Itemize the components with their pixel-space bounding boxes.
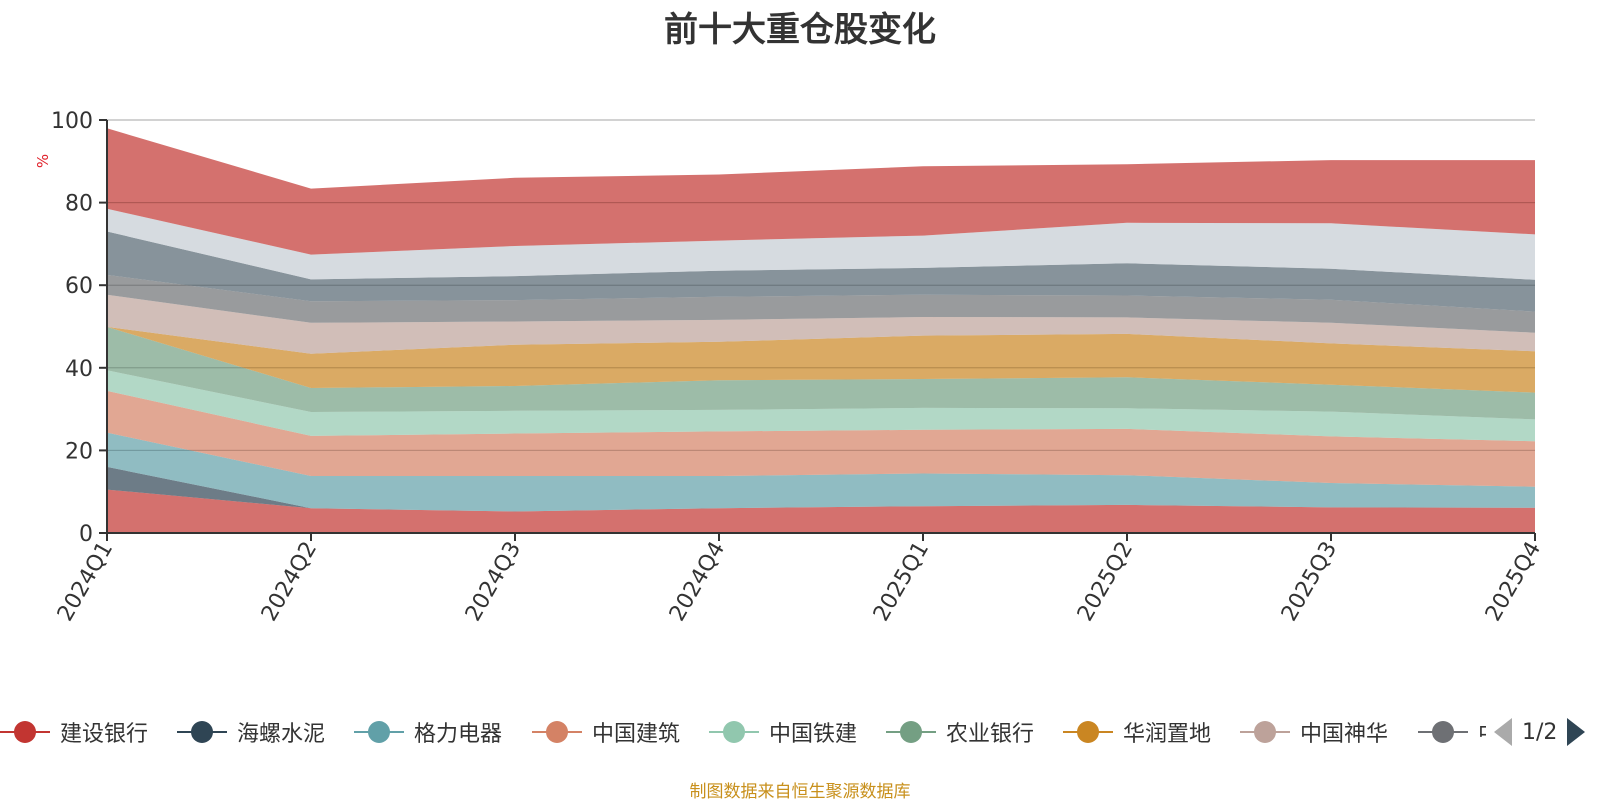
source-footnote: 制图数据来自恒生聚源数据库 bbox=[689, 782, 911, 802]
legend-item[interactable]: 中国建筑 bbox=[532, 712, 680, 752]
area-series-6[interactable] bbox=[107, 326, 1535, 420]
legend-marker-icon bbox=[532, 712, 582, 752]
y-tick-label: 80 bbox=[65, 192, 93, 217]
legend-label: 建设银行 bbox=[60, 722, 149, 747]
area-series-7[interactable] bbox=[107, 326, 1535, 393]
legend-marker-icon bbox=[354, 712, 404, 752]
legend-label: 农业银行 bbox=[946, 722, 1035, 747]
legend-marker-icon bbox=[1240, 712, 1290, 752]
x-tick-label: 2024Q2 bbox=[257, 538, 322, 626]
area-series-4[interactable] bbox=[107, 390, 1535, 487]
x-tick-label: 2025Q3 bbox=[1277, 538, 1342, 626]
x-axis-ticks: 2024Q1 2024Q2 2024Q3 2024Q4 2025Q1 2025Q2 2025… bbox=[53, 533, 1546, 626]
axes bbox=[106, 120, 1535, 534]
legend-label: 中国建筑 bbox=[592, 722, 681, 747]
legend-label: 格力电器 bbox=[414, 722, 503, 747]
legend-item[interactable]: 中国石化 bbox=[1418, 712, 1486, 752]
legend-marker-icon bbox=[709, 712, 759, 752]
area-series-1[interactable] bbox=[107, 489, 1535, 533]
y-axis-unit-label: % bbox=[34, 153, 53, 169]
legend: 建设银行 海螺水泥 格力电器 中国建筑 中国铁建 农业银行 华润置地 中国神华 中国石化 bbox=[0, 712, 1600, 752]
legend-next-page-icon[interactable] bbox=[1567, 718, 1586, 746]
area-series-8[interactable] bbox=[107, 294, 1535, 354]
x-tick-label: 2024Q3 bbox=[461, 538, 526, 626]
x-tick-label: 2025Q1 bbox=[869, 538, 934, 626]
legend-marker-icon bbox=[1418, 712, 1468, 752]
y-tick-label: 0 bbox=[79, 522, 93, 547]
area-series-12[interactable] bbox=[107, 128, 1535, 255]
area-series-11[interactable] bbox=[107, 208, 1535, 280]
legend-marker-icon bbox=[886, 712, 936, 752]
legend-item[interactable]: 农业银行 bbox=[886, 712, 1034, 752]
legend-marker-icon bbox=[1063, 712, 1113, 752]
legend-label: 中国神华 bbox=[1300, 722, 1389, 747]
legend-label: 中国铁建 bbox=[769, 722, 858, 747]
legend-label: 中国石化 bbox=[1478, 716, 1486, 748]
area-series-10[interactable] bbox=[107, 231, 1535, 312]
legend-prev-page-icon[interactable] bbox=[1494, 718, 1512, 746]
legend-item[interactable]: 中国神华 bbox=[1240, 712, 1388, 752]
x-tick-label: 2025Q2 bbox=[1073, 538, 1138, 626]
x-tick-label: 2024Q1 bbox=[53, 538, 118, 626]
legend-marker-icon bbox=[0, 712, 50, 752]
x-tick-label: 2025Q4 bbox=[1481, 538, 1546, 626]
legend-label: 华润置地 bbox=[1123, 722, 1212, 747]
stacked-areas bbox=[107, 119, 1535, 533]
y-tick-label: 100 bbox=[51, 109, 93, 134]
legend-pager: 1/2 bbox=[1494, 712, 1586, 752]
area-series-3[interactable] bbox=[107, 432, 1535, 512]
area-series-5[interactable] bbox=[107, 370, 1535, 442]
y-tick-label: 60 bbox=[65, 274, 93, 299]
y-tick-label: 20 bbox=[65, 439, 93, 464]
legend-item[interactable]: 华润置地 bbox=[1063, 712, 1211, 752]
legend-item[interactable]: 海螺水泥 bbox=[177, 712, 325, 752]
legend-label: 海螺水泥 bbox=[237, 722, 326, 747]
area-series-9[interactable] bbox=[107, 274, 1535, 333]
y-tick-label: 40 bbox=[65, 357, 93, 382]
chart-title: 前十大重仓股变化 bbox=[664, 10, 936, 50]
legend-page-indicator: 1/2 bbox=[1522, 719, 1558, 745]
legend-item[interactable]: 中国铁建 bbox=[709, 712, 857, 752]
x-tick-label: 2024Q4 bbox=[665, 538, 730, 626]
legend-item[interactable]: 建设银行 bbox=[0, 712, 148, 752]
legend-item[interactable]: 格力电器 bbox=[354, 712, 502, 752]
legend-marker-icon bbox=[177, 712, 227, 752]
y-axis-ticks: 0 20 40 60 80 100 bbox=[51, 109, 107, 547]
